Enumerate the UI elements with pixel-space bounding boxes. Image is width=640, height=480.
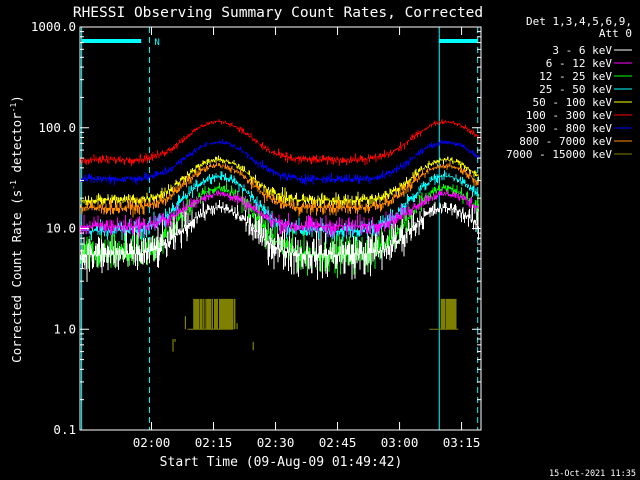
x-tick-label: 02:30 [257,435,295,450]
series-line-800-7000kev [80,162,479,218]
x-tick-label: 02:45 [319,435,357,450]
x-tick-label: 03:15 [443,435,481,450]
legend-entry-label: 7000 - 15000 keV [506,148,612,161]
y-axis-label-sup2: -1 [9,103,18,113]
series-layer [80,119,479,352]
legend-entry-label: 6 - 12 keV [546,57,613,70]
x-tick-label: 02:00 [133,435,171,450]
chart-title: RHESSI Observing Summary Count Rates, Co… [73,5,483,21]
legend-entry-label: 3 - 6 keV [552,44,612,57]
series-line-50-100kev [80,155,479,209]
legend-header-line2: Att 0 [599,27,632,40]
series-line-7000-15000kev-block [440,298,457,330]
y-tick-label: 1.0 [53,321,76,336]
night-flag-label: N [154,38,159,48]
y-axis-label-mid: detector [9,112,24,180]
axis-layer: 02:00 02:15 02:30 02:45 03:00 03:15 1000.0 100.… [31,19,481,450]
legend-entry-label: 800 - 7000 keV [519,135,612,148]
legend-entry-label: 300 - 800 keV [526,122,612,135]
x-axis-label: Start Time (09-Aug-09 01:49:42) [160,455,403,470]
y-axis-label-main: Corrected Count Rate (s [9,190,24,363]
timestamp-annotation: 15-Oct-2021 11:35 [549,469,636,479]
y-tick-label: 0.1 [53,422,76,437]
series-line-7000-15000kev-block [193,298,236,330]
series-line-3-6kev [80,200,479,282]
legend-entry-label: 50 - 100 keV [533,96,613,109]
x-tick-label: 03:00 [381,435,419,450]
y-axis-label-sup1: -1 [9,180,18,190]
series-line-100-300kev [80,119,479,167]
y-tick-label: 1000.0 [31,19,76,34]
y-axis-label-end: ) [9,95,24,103]
y-tick-label: 10.0 [46,221,76,236]
legend-header-line1: Det 1,3,4,5,6,9, [526,15,632,28]
y-tick-label: 100.0 [38,120,76,135]
legend-entry-label: 25 - 50 keV [539,83,612,96]
legend-entry-label: 100 - 300 keV [526,109,612,122]
y-axis-label: Corrected Count Rate (s-1 detector-1) [9,95,24,363]
x-tick-label: 02:15 [195,435,233,450]
legend-entry-label: 12 - 25 keV [539,70,612,83]
